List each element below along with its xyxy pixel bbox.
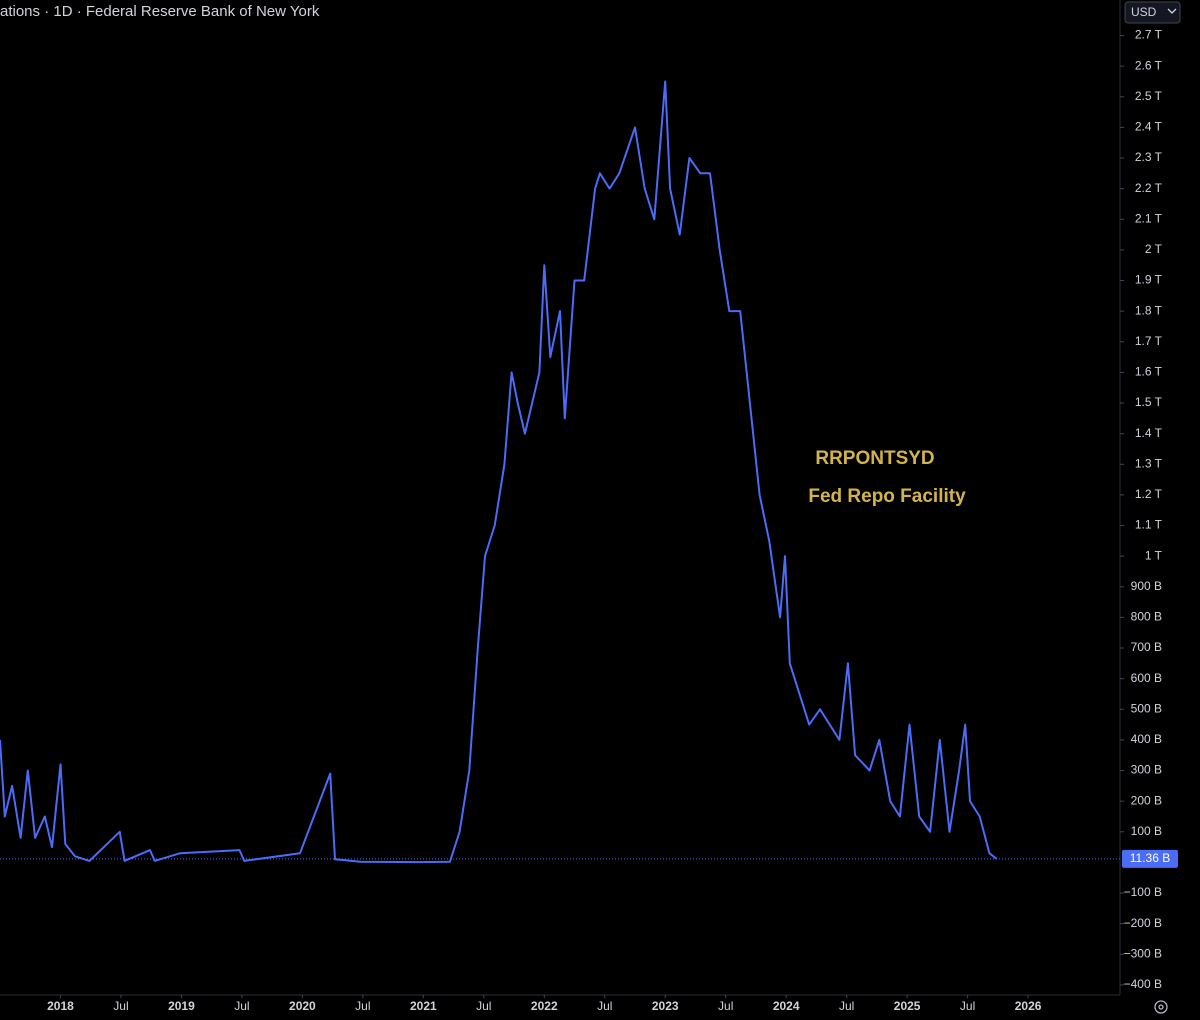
y-tick-label: 1.3 T [1135, 456, 1163, 470]
x-tick-label: 2026 [1015, 999, 1042, 1013]
y-tick-label: 700 B [1131, 640, 1162, 654]
y-tick-label: 2.1 T [1135, 211, 1163, 225]
x-tick-label: Jul [234, 999, 249, 1013]
x-tick-label: Jul [839, 999, 854, 1013]
chart-title: ations · 1D · Federal Reserve Bank of Ne… [0, 3, 320, 20]
y-tick-label: 1.1 T [1135, 518, 1163, 532]
y-tick-label: 900 B [1131, 579, 1162, 593]
y-tick-label: 200 B [1131, 793, 1162, 807]
y-tick-label: 1.8 T [1135, 303, 1163, 317]
x-tick-label: Jul [355, 999, 370, 1013]
y-tick-label: 2.3 T [1135, 150, 1163, 164]
y-tick-label: −100 B [1124, 885, 1162, 899]
x-tick-label: 2018 [47, 999, 74, 1013]
y-tick-label: 100 B [1131, 824, 1162, 838]
y-tick-label: 1 T [1145, 548, 1163, 562]
currency-button[interactable] [1124, 1, 1181, 24]
last-value-label: 11.36 B [1130, 851, 1170, 865]
y-tick-label: 2.6 T [1135, 58, 1163, 72]
y-tick-label: 1.9 T [1135, 273, 1163, 287]
y-tick-label: 2 T [1145, 242, 1163, 256]
y-tick-label: −400 B [1124, 977, 1162, 991]
x-tick-label: 2020 [289, 999, 316, 1013]
y-tick-label: 2.4 T [1135, 120, 1163, 134]
x-tick-label: Jul [476, 999, 491, 1013]
x-tick-label: 2022 [531, 999, 558, 1013]
y-tick-label: 1.4 T [1135, 426, 1163, 440]
y-tick-label: 1.7 T [1135, 334, 1163, 348]
x-tick-label: Jul [597, 999, 612, 1013]
x-tick-label: 2019 [168, 999, 195, 1013]
dropdown-icon [1167, 8, 1177, 14]
y-tick-label: 1.2 T [1135, 487, 1163, 501]
y-tick-label: −200 B [1124, 916, 1162, 930]
y-tick-label: 2.2 T [1135, 181, 1163, 195]
currency-label[interactable]: USD [1131, 5, 1157, 19]
annotation: RRPONTSYD [815, 448, 934, 469]
x-tick-label: Jul [718, 999, 733, 1013]
x-tick-label: 2024 [773, 999, 800, 1013]
y-tick-label: 1.5 T [1135, 395, 1163, 409]
x-tick-label: 2023 [652, 999, 679, 1013]
y-tick-label: 800 B [1131, 610, 1162, 624]
x-tick-label: 2025 [894, 999, 921, 1013]
annotation: Fed Repo Facility [808, 486, 966, 507]
y-tick-label: 500 B [1131, 701, 1162, 715]
y-tick-label: 400 B [1131, 732, 1162, 746]
x-tick-label: Jul [113, 999, 128, 1013]
y-tick-label: 2.7 T [1135, 28, 1163, 42]
settings-icon [1158, 1004, 1164, 1010]
x-tick-label: 2021 [410, 999, 437, 1013]
y-tick-label: 600 B [1131, 671, 1162, 685]
y-tick-label: 1.6 T [1135, 365, 1163, 379]
y-tick-label: −300 B [1124, 946, 1162, 960]
settings-button[interactable] [1154, 1000, 1168, 1014]
x-tick-label: Jul [960, 999, 975, 1013]
series-line [0, 80, 998, 864]
y-tick-label: 2.5 T [1135, 89, 1163, 103]
last-value-tag [1122, 849, 1178, 868]
y-tick-label: 300 B [1131, 763, 1162, 777]
